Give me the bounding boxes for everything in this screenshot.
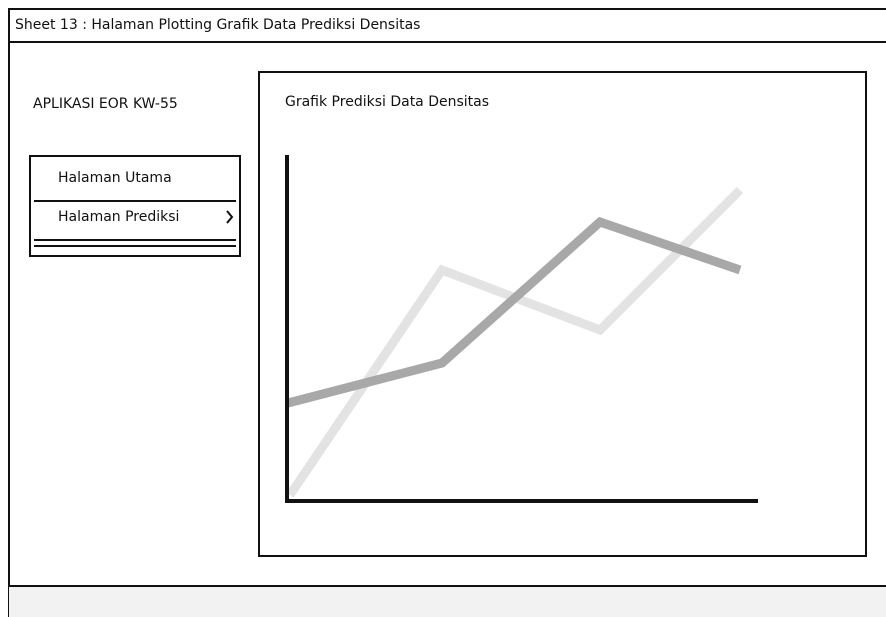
status-bar	[9, 586, 886, 617]
app-title: APLIKASI EOR KW-55	[33, 96, 178, 112]
chart-panel: Grafik Prediksi Data Densitas	[258, 71, 867, 557]
window-title: Sheet 13 : Halaman Plotting Grafik Data …	[15, 17, 420, 33]
submenu-arrow	[226, 210, 234, 224]
menu-item[interactable]: Halaman Utama	[58, 170, 172, 186]
menu-item[interactable]: Halaman Prediksi	[58, 209, 179, 225]
placeholder-line	[286, 216, 742, 408]
panel-title: Grafik Prediksi Data Densitas	[285, 94, 489, 110]
menu: Halaman Utama Halaman Prediksi	[29, 155, 241, 257]
